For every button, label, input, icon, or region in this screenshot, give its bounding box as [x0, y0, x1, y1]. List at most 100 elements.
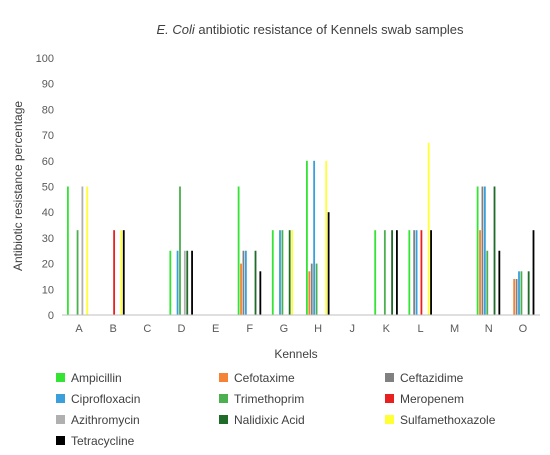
bar-N-trimethoprim — [486, 250, 489, 315]
chart-title-rest: antibiotic resistance of Kennels swab sa… — [195, 22, 464, 37]
bar-N-ceftazidime — [481, 186, 484, 315]
bar-B-tetracycline — [122, 230, 125, 315]
x-tick-label-D: D — [178, 323, 186, 335]
y-tick-label-9: 90 — [42, 79, 54, 91]
bar-K-nalidixic-acid — [391, 230, 393, 315]
y-axis: 0 10 20 30 40 50 60 70 80 90 100 — [36, 53, 54, 322]
bar-G-trimethoprim — [281, 230, 284, 315]
y-tick-label-0: 0 — [48, 310, 54, 322]
y-tick-label-4: 40 — [42, 207, 54, 219]
legend-swatch-trimethoprim — [219, 394, 228, 403]
legend: Ampicillin Cefotaxime Ceftazidime Ciproflox… — [56, 371, 496, 448]
legend-swatch-ciprofloxacin — [56, 394, 65, 403]
bar-O-cefotaxime — [513, 279, 516, 315]
bar-H-ceftazidime — [310, 263, 313, 315]
legend-label-azithromycin: Azithromycin — [71, 413, 140, 427]
x-tick-label-C: C — [143, 323, 151, 335]
legend-swatch-cefotaxime — [219, 373, 228, 382]
bar-G-ampicillin — [271, 230, 274, 315]
legend-swatch-tetracycline — [56, 436, 65, 445]
bar-F-nalidixic-acid — [254, 250, 257, 315]
y-tick-label-1: 10 — [42, 284, 54, 296]
bar-L-tetracycline — [430, 230, 432, 315]
y-axis-title: Antibiotic resistance percentage — [11, 101, 25, 271]
bar-D-ciprofloxacin — [176, 250, 179, 315]
bar-H-trimethoprim — [315, 263, 318, 315]
bar-D-tetracycline — [191, 250, 193, 315]
bar-D-nalidixic-acid — [186, 250, 189, 315]
legend-label-nalidixic-acid: Nalidixic Acid — [234, 413, 305, 427]
bar-O-ceftazidime — [515, 279, 518, 315]
y-tick-label-6: 60 — [42, 156, 54, 168]
bar-N-ampicillin — [476, 186, 479, 315]
x-tick-label-E: E — [212, 323, 219, 335]
legend-swatch-ceftazidime — [385, 373, 394, 382]
x-tick-label-K: K — [383, 323, 391, 335]
y-tick-label-10: 100 — [36, 53, 54, 65]
y-tick-label-8: 80 — [42, 104, 54, 116]
y-tick-label-7: 70 — [42, 130, 54, 142]
x-axis-title: Kennels — [274, 347, 317, 361]
bar-L-sulfamethoxazole — [427, 142, 430, 315]
bar-N-tetracycline — [498, 250, 501, 315]
bar-H-ciprofloxacin — [313, 160, 316, 315]
bar-K-ampicillin — [374, 230, 377, 315]
bar-F-ciprofloxacin — [244, 250, 247, 315]
bar-K-trimethoprim — [383, 230, 386, 315]
bar-O-trimethoprim — [520, 271, 523, 315]
legend-swatch-meropenem — [385, 394, 394, 403]
bar-F-ceftazidime — [242, 250, 245, 315]
y-tick-label-5: 50 — [42, 182, 54, 194]
bars — [67, 142, 535, 315]
bar-L-ceftazidime — [413, 230, 416, 315]
x-tick-label-H: H — [314, 323, 322, 335]
bar-H-cefotaxime — [308, 271, 311, 315]
bar-F-tetracycline — [259, 271, 262, 315]
legend-swatch-nalidixic-acid — [219, 415, 228, 424]
bar-K-tetracycline — [396, 230, 398, 315]
bar-O-tetracycline — [532, 230, 535, 315]
x-tick-label-F: F — [246, 323, 253, 335]
bar-G-sulfamethoxazole — [291, 230, 293, 315]
legend-swatch-ampicillin — [56, 373, 65, 382]
bar-L-meropenem — [420, 230, 423, 315]
y-tick-label-3: 30 — [42, 233, 54, 245]
bar-H-sulfamethoxazole — [325, 160, 328, 315]
bar-N-ciprofloxacin — [483, 186, 486, 315]
legend-label-meropenem: Meropenem — [400, 392, 464, 406]
bar-B-meropenem — [113, 230, 116, 315]
legend-swatch-sulfamethoxazole — [385, 415, 394, 424]
legend-label-ciprofloxacin: Ciprofloxacin — [71, 392, 140, 406]
legend-label-tetracycline: Tetracycline — [71, 434, 135, 448]
bar-A-sulfamethoxazole — [86, 186, 89, 315]
bar-O-nalidixic-acid — [527, 271, 530, 315]
bar-G-ciprofloxacin — [279, 230, 281, 315]
bar-O-ciprofloxacin — [518, 271, 520, 315]
bar-H-ampicillin — [306, 160, 308, 315]
bar-D-ampicillin — [169, 250, 172, 315]
x-tick-label-L: L — [417, 323, 423, 335]
legend-label-cefotaxime: Cefotaxime — [234, 371, 295, 385]
bar-A-trimethoprim — [76, 230, 79, 315]
bar-H-tetracycline — [327, 212, 330, 315]
legend-label-ampicillin: Ampicillin — [71, 371, 122, 385]
bar-F-cefotaxime — [240, 263, 242, 315]
x-tick-label-A: A — [75, 323, 83, 335]
x-tick-label-O: O — [519, 323, 528, 335]
bar-L-ciprofloxacin — [415, 230, 418, 315]
x-tick-label-J: J — [349, 323, 355, 335]
bar-N-nalidixic-acid — [493, 186, 496, 315]
x-tick-label-M: M — [450, 323, 459, 335]
y-tick-label-2: 20 — [42, 259, 54, 271]
legend-label-ceftazidime: Ceftazidime — [400, 371, 464, 385]
bar-F-ampicillin — [237, 186, 240, 315]
chart-title: E. Coli antibiotic resistance of Kennels… — [156, 22, 464, 37]
x-tick-label-B: B — [110, 323, 117, 335]
bar-D-trimethoprim — [179, 186, 181, 315]
bar-A-ampicillin — [67, 186, 69, 315]
legend-swatch-azithromycin — [56, 415, 65, 424]
bar-D-azithromycin — [183, 250, 186, 315]
